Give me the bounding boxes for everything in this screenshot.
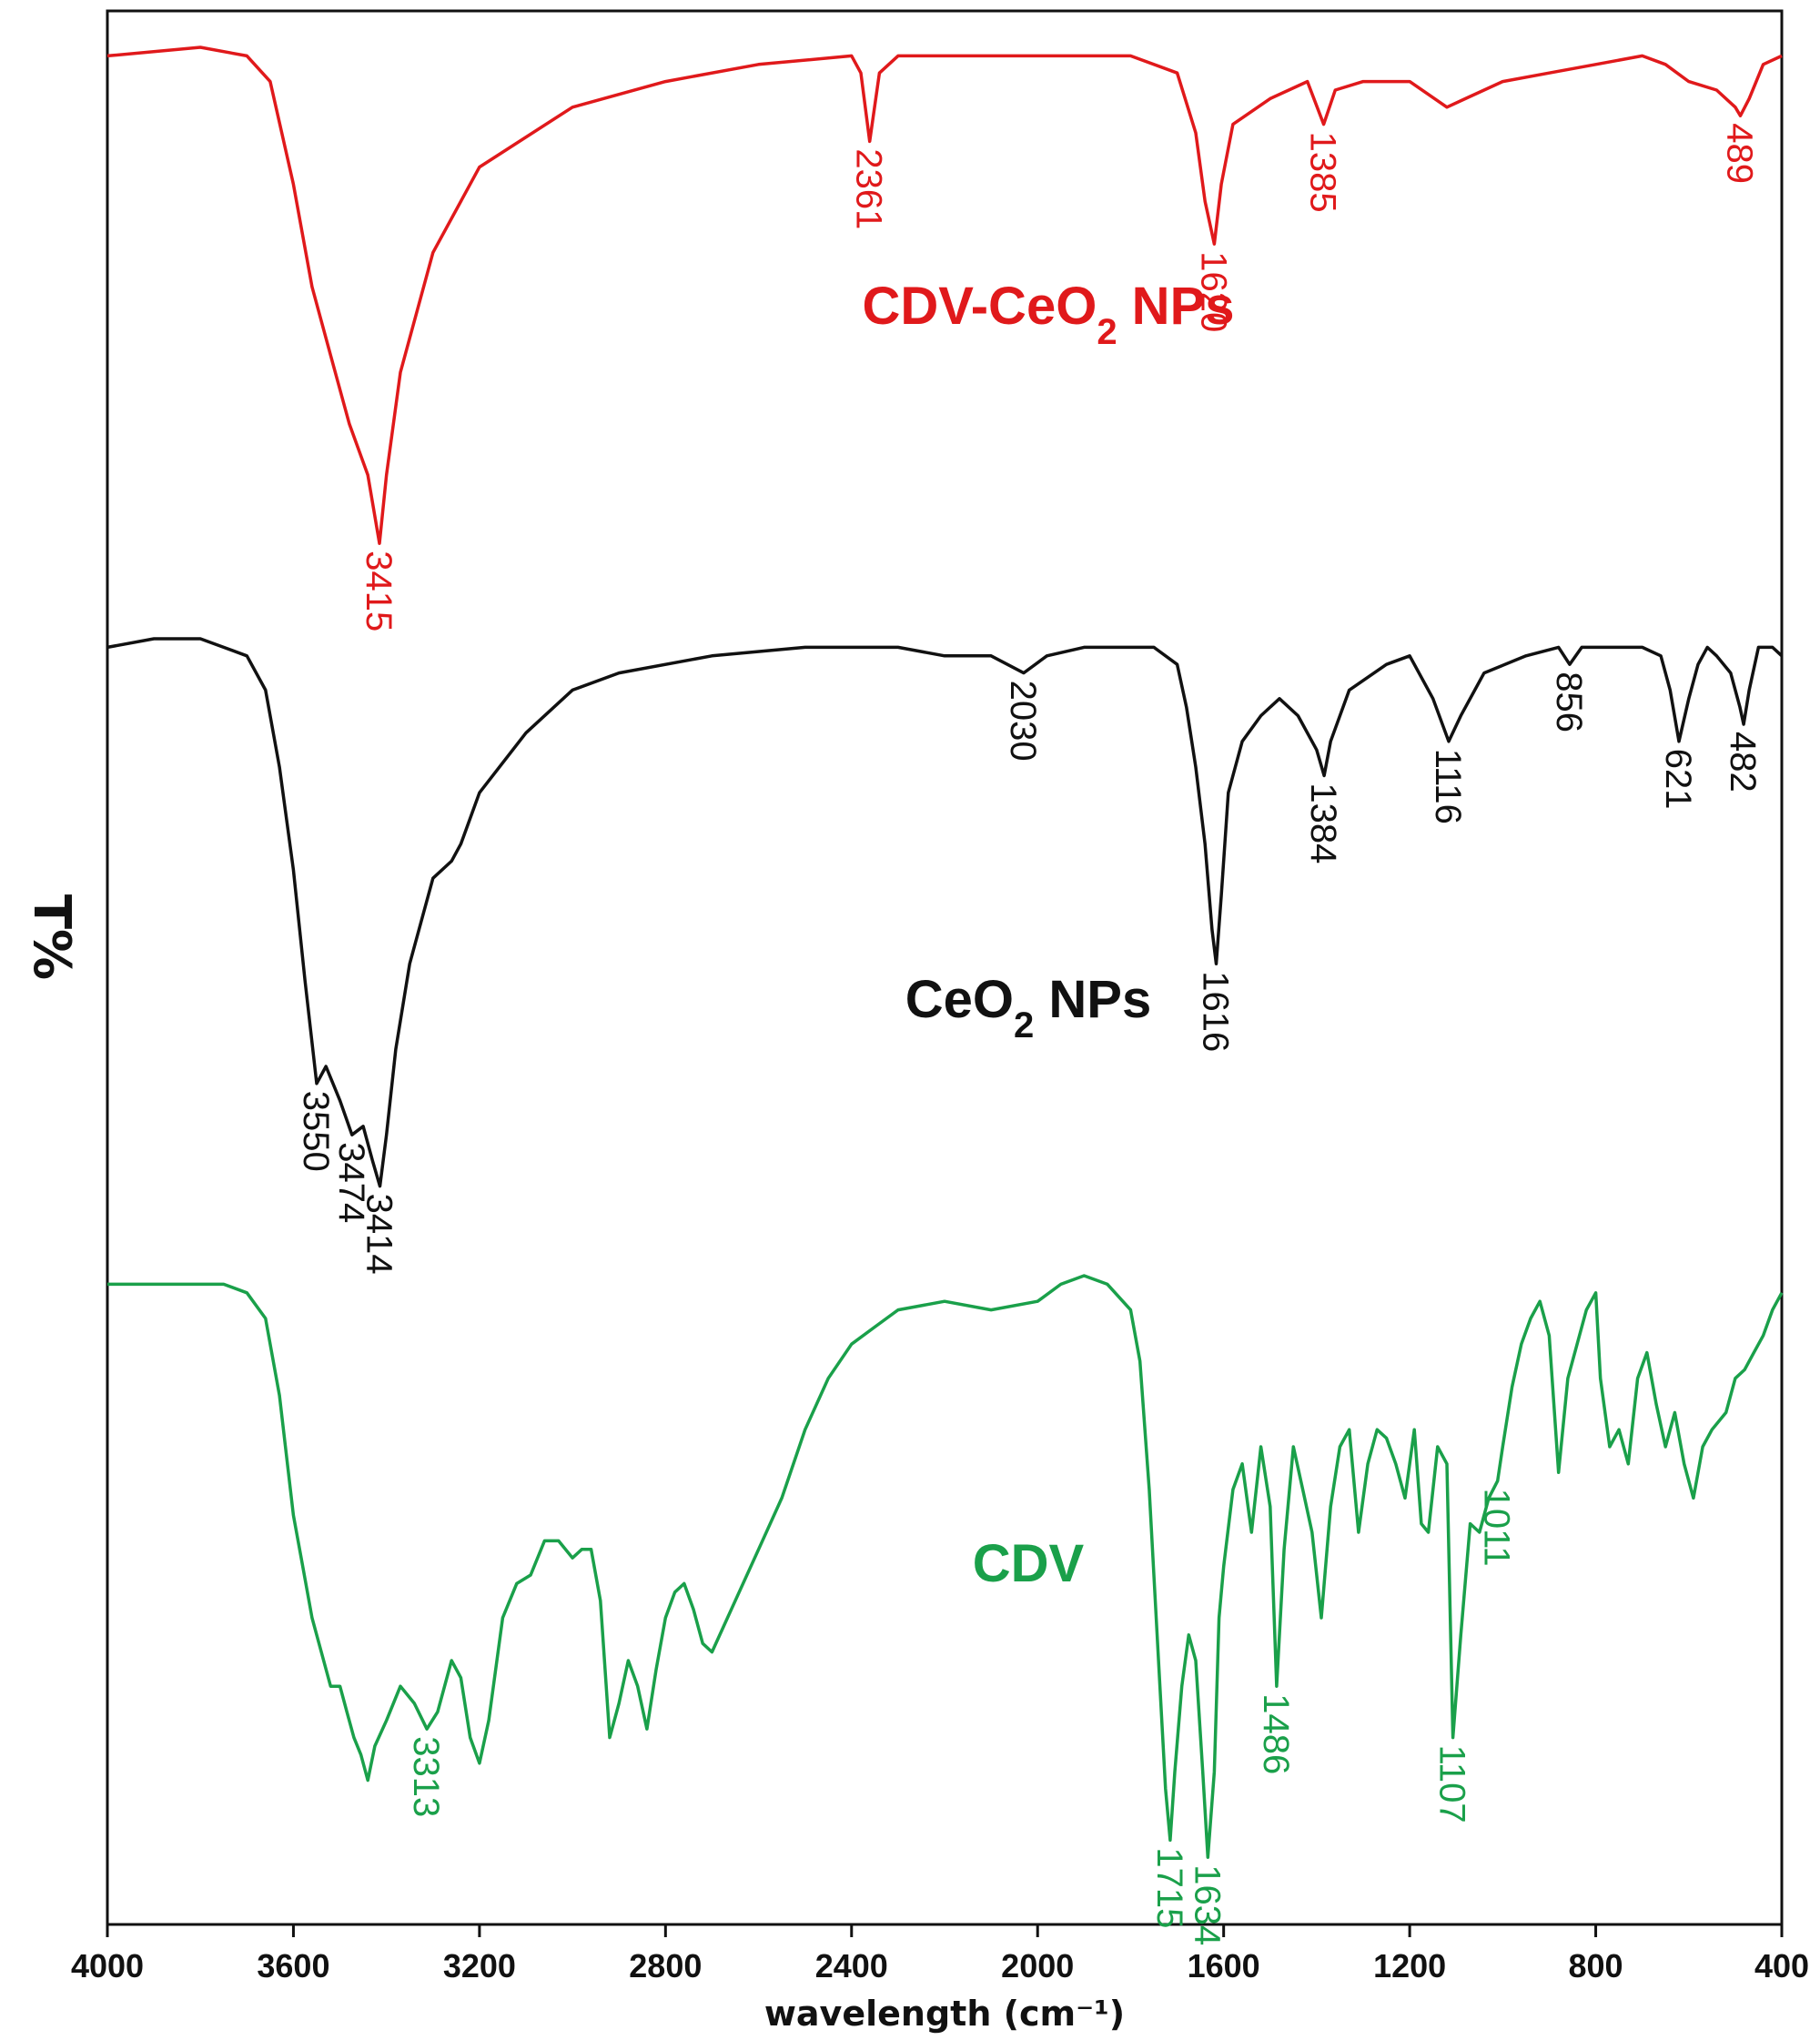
series-line-cdv bbox=[107, 1274, 1784, 1859]
peak-label-ceo2-3550: 3550 bbox=[296, 1091, 336, 1172]
series-line-cdv_ceo2 bbox=[106, 45, 1783, 545]
peak-label-ceo2-2030: 2030 bbox=[1003, 681, 1043, 762]
x-tick-label-2000: 2000 bbox=[1001, 1947, 1074, 1984]
series-label-ceo2: CeO2 NPs bbox=[905, 970, 1151, 1045]
x-tick-label-3600: 3600 bbox=[257, 1947, 329, 1984]
plot-frame bbox=[106, 9, 1784, 1926]
peak-label-ceo2-3414: 3414 bbox=[359, 1194, 399, 1275]
peak-label-ceo2-621: 621 bbox=[1658, 749, 1698, 810]
peak-label-cdv-1715: 1715 bbox=[1149, 1847, 1189, 1928]
peak-label-cdv-1634: 1634 bbox=[1187, 1864, 1227, 1945]
peak-label-ceo2-482: 482 bbox=[1723, 732, 1763, 793]
series-label-layer: CDV-CeO2 NPs CeO2 NPs CDV bbox=[862, 277, 1234, 1593]
x-tick-label-2400: 2400 bbox=[815, 1947, 888, 1984]
series-line-ceo2 bbox=[106, 637, 1784, 1188]
x-axis: 4000 3600 3200 2800 2400 2000 1600 1200 800 400 bbox=[71, 1924, 1809, 1984]
series-label-cdv_ceo2: CDV-CeO2 NPs bbox=[862, 277, 1234, 352]
peak-label-ceo2-1116: 1116 bbox=[1428, 749, 1468, 824]
peak-label-cdv_ceo2-1385: 1385 bbox=[1303, 132, 1343, 213]
peak-label-cdv-3313: 3313 bbox=[406, 1736, 446, 1817]
x-tick-label-3200: 3200 bbox=[443, 1947, 516, 1984]
series-label-cdv: CDV bbox=[973, 1534, 1085, 1593]
x-tick-label-1600: 1600 bbox=[1188, 1947, 1260, 1984]
peak-label-cdv_ceo2-3415: 3415 bbox=[359, 550, 399, 631]
y-axis-label: T% bbox=[22, 894, 81, 980]
x-tick-label-4000: 4000 bbox=[71, 1947, 144, 1984]
peak-label-ceo2-1384: 1384 bbox=[1303, 783, 1343, 863]
peak-label-cdv_ceo2-2361: 2361 bbox=[849, 148, 889, 229]
peak-label-cdv-1107: 1107 bbox=[1432, 1745, 1472, 1823]
peak-label-cdv_ceo2-1620: 1620 bbox=[1193, 251, 1233, 332]
peak-label-ceo2-1616: 1616 bbox=[1196, 971, 1236, 1052]
x-tick-label-800: 800 bbox=[1569, 1947, 1623, 1984]
series-layer bbox=[106, 45, 1784, 1859]
peak-label-ceo2-856: 856 bbox=[1549, 672, 1589, 732]
peak-label-ceo2-3474: 3474 bbox=[331, 1142, 371, 1223]
peak-label-cdv_ceo2-489: 489 bbox=[1720, 123, 1760, 184]
x-tick-label-400: 400 bbox=[1754, 1947, 1809, 1984]
x-tick-label-2800: 2800 bbox=[629, 1947, 702, 1984]
x-axis-label: wavelength (cm⁻¹) bbox=[764, 1994, 1125, 2034]
x-tick-label-1200: 1200 bbox=[1373, 1947, 1446, 1984]
peak-label-cdv-1011: 1011 bbox=[1477, 1489, 1517, 1567]
peak-label-cdv-1486: 1486 bbox=[1256, 1693, 1296, 1774]
